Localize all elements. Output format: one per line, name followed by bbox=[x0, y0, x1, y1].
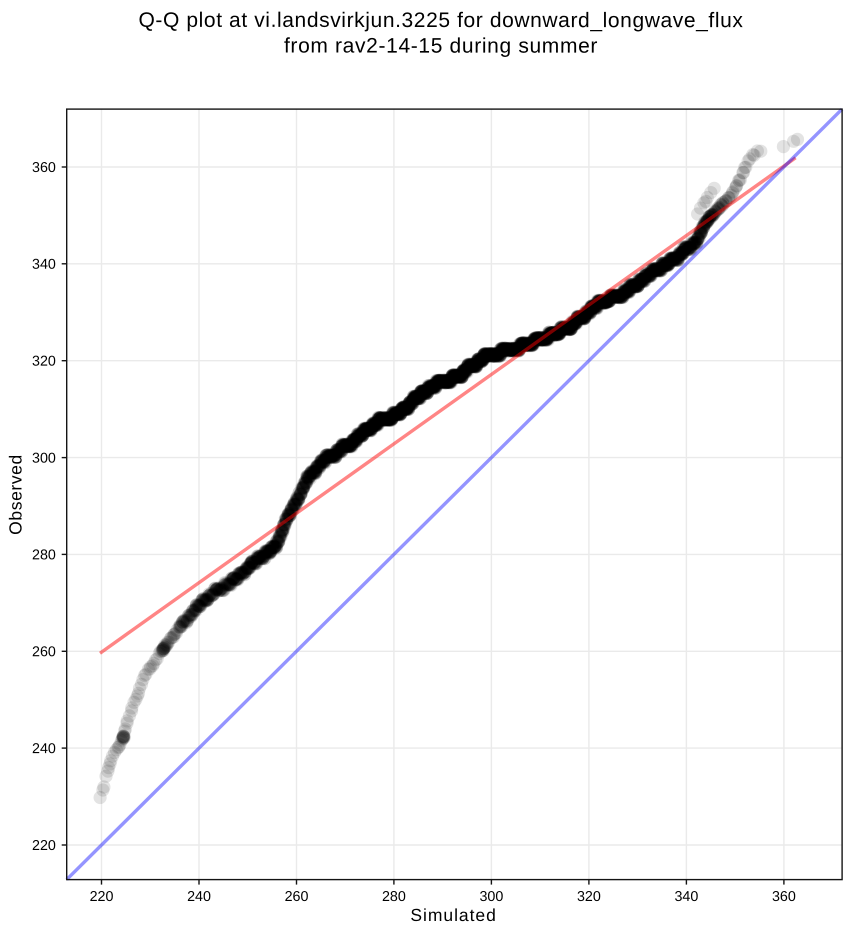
svg-text:320: 320 bbox=[32, 354, 56, 370]
svg-text:Simulated: Simulated bbox=[410, 905, 496, 925]
svg-text:300: 300 bbox=[479, 889, 503, 905]
svg-text:360: 360 bbox=[772, 889, 796, 905]
svg-text:260: 260 bbox=[285, 889, 309, 905]
svg-text:220: 220 bbox=[90, 889, 114, 905]
svg-text:Observed: Observed bbox=[6, 454, 26, 535]
svg-text:280: 280 bbox=[382, 889, 406, 905]
svg-text:300: 300 bbox=[32, 451, 56, 467]
svg-text:340: 340 bbox=[674, 889, 698, 905]
svg-text:340: 340 bbox=[32, 257, 56, 273]
svg-text:360: 360 bbox=[32, 160, 56, 176]
svg-text:320: 320 bbox=[577, 889, 601, 905]
svg-text:240: 240 bbox=[187, 889, 211, 905]
svg-text:from rav2-14-15 during summer: from rav2-14-15 during summer bbox=[284, 35, 598, 58]
svg-text:Q-Q plot at vi.landsvirkjun.32: Q-Q plot at vi.landsvirkjun.3225 for dow… bbox=[138, 9, 743, 32]
svg-text:240: 240 bbox=[32, 741, 56, 757]
svg-text:260: 260 bbox=[32, 644, 56, 660]
svg-text:280: 280 bbox=[32, 547, 56, 563]
svg-text:220: 220 bbox=[32, 838, 56, 854]
